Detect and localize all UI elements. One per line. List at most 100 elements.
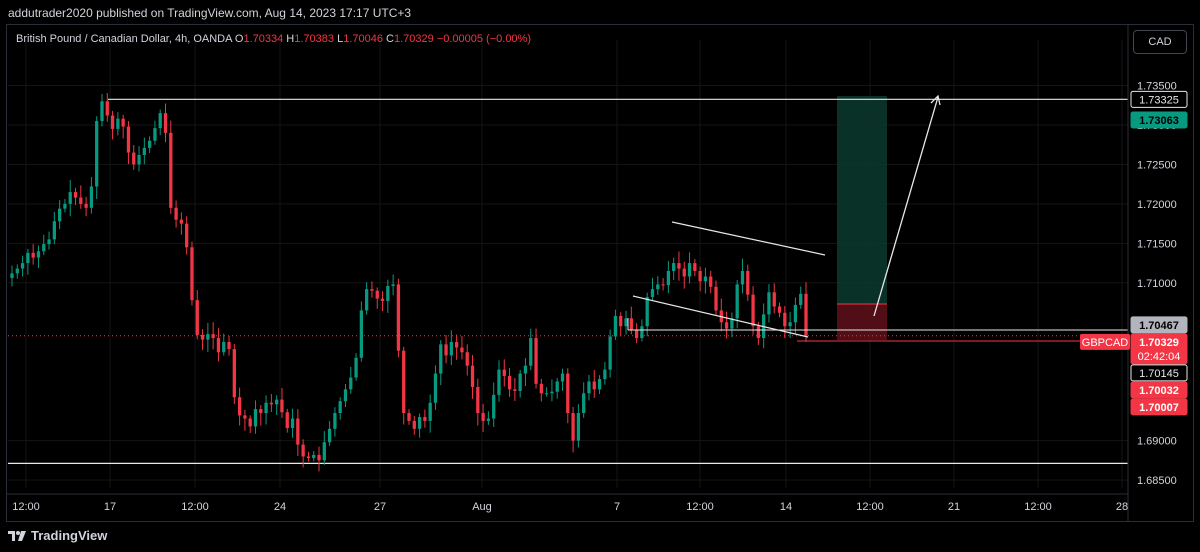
candle-body bbox=[587, 381, 591, 394]
candle-body bbox=[174, 207, 178, 220]
candle-body bbox=[772, 292, 776, 307]
candle-body bbox=[84, 203, 88, 208]
candle-body bbox=[206, 334, 210, 340]
candle-body bbox=[306, 456, 311, 459]
candle-body bbox=[492, 394, 496, 419]
candle-body bbox=[116, 118, 120, 129]
candle-body bbox=[359, 310, 364, 358]
candle-body bbox=[449, 342, 453, 356]
candle-body bbox=[275, 399, 279, 405]
candle-body bbox=[709, 276, 713, 287]
candle-body bbox=[677, 263, 681, 269]
x-tick-label: 21 bbox=[948, 501, 960, 513]
open-label: O bbox=[234, 33, 244, 45]
candle-body bbox=[518, 373, 522, 391]
candle-body bbox=[454, 342, 459, 348]
candle-body bbox=[349, 377, 353, 390]
candle-body bbox=[296, 418, 300, 445]
candle-body bbox=[100, 101, 104, 122]
countdown-label: 02:42:04 bbox=[1138, 351, 1181, 363]
candle-body bbox=[147, 140, 152, 148]
projection-arrow-head bbox=[930, 94, 941, 106]
price-badge-label: 1.70329 bbox=[1139, 337, 1179, 349]
x-tick-label: 27 bbox=[374, 501, 386, 513]
candle-body bbox=[507, 375, 512, 390]
candle-body bbox=[433, 373, 438, 403]
candle-body bbox=[640, 326, 644, 339]
candle-body bbox=[232, 349, 236, 398]
candle-body bbox=[20, 263, 25, 269]
x-tick-label: 7 bbox=[614, 501, 620, 513]
candle-body bbox=[285, 412, 289, 429]
candle-body bbox=[317, 454, 321, 461]
candle-body bbox=[253, 409, 258, 427]
candle-body bbox=[412, 420, 416, 429]
candle-body bbox=[343, 389, 348, 402]
candle-body bbox=[402, 350, 406, 414]
drawings bbox=[627, 94, 1128, 342]
candle-body bbox=[386, 285, 390, 301]
target-zone bbox=[837, 96, 887, 304]
brand-text: TradingView bbox=[31, 528, 108, 543]
y-tick-label: 1.72500 bbox=[1137, 159, 1177, 171]
candle-body bbox=[613, 315, 618, 337]
candle-body bbox=[597, 379, 602, 390]
price-badge-label: 1.70007 bbox=[1139, 402, 1179, 414]
candle-body bbox=[571, 413, 575, 441]
candle-body bbox=[513, 389, 517, 391]
candle-body bbox=[417, 416, 422, 429]
candles bbox=[10, 92, 808, 472]
candle-body bbox=[497, 369, 501, 395]
publisher-line: addutrader2020 published on TradingView.… bbox=[8, 6, 412, 20]
candle-body bbox=[391, 284, 395, 286]
candle-body bbox=[486, 418, 491, 421]
close-value: 1.70329 bbox=[393, 33, 434, 45]
candle-body bbox=[751, 294, 755, 327]
x-tick-label: 12:00 bbox=[181, 501, 209, 513]
price-badge-label: 1.73063 bbox=[1139, 115, 1179, 127]
candle-body bbox=[576, 413, 581, 441]
currency-button[interactable]: CAD bbox=[1133, 30, 1187, 54]
price-badges: 1.73325 1.73063 1.70467 1.70329 02:42:04 GBPC… bbox=[1080, 90, 1188, 416]
candle-body bbox=[783, 312, 787, 327]
candle-body bbox=[327, 428, 332, 443]
time-axis[interactable]: 12:00 17 12:00 24 27 Aug 7 12:00 14 12:00 21 12:00 2… bbox=[6, 493, 1128, 513]
candle-body bbox=[269, 402, 274, 405]
candle-body bbox=[529, 338, 533, 366]
candle-body bbox=[629, 318, 633, 331]
candle-body bbox=[370, 289, 374, 291]
price-badge-label: 1.70032 bbox=[1139, 385, 1179, 397]
candle-body bbox=[470, 365, 475, 387]
candle-body bbox=[227, 342, 231, 350]
x-tick-label: 12:00 bbox=[856, 501, 884, 513]
y-tick-label: 1.71500 bbox=[1137, 238, 1177, 250]
candle-body bbox=[582, 393, 586, 414]
tradingview-logo-icon bbox=[8, 530, 26, 541]
high-label: H bbox=[286, 33, 295, 45]
candle-body bbox=[26, 252, 30, 264]
candle-body bbox=[163, 113, 168, 133]
candle-body bbox=[195, 300, 199, 335]
candle-body bbox=[211, 334, 215, 339]
price-badge-label: 1.70145 bbox=[1139, 368, 1179, 380]
x-tick-label: 24 bbox=[274, 501, 286, 513]
y-tick-label: 1.71000 bbox=[1137, 278, 1177, 290]
candle-body bbox=[10, 273, 14, 279]
candle-body bbox=[63, 203, 67, 209]
y-tick-label: 1.68500 bbox=[1137, 475, 1177, 487]
x-tick-label: 12:00 bbox=[12, 501, 40, 513]
candle-body bbox=[237, 397, 242, 416]
candle-body bbox=[354, 357, 358, 378]
candle-body bbox=[243, 415, 247, 419]
candle-body bbox=[259, 409, 263, 414]
candle-body bbox=[788, 322, 792, 327]
x-tick-label: 14 bbox=[780, 501, 792, 513]
candle-body bbox=[322, 442, 326, 461]
candle-body bbox=[153, 128, 157, 141]
x-tick-label: 28 bbox=[1116, 501, 1128, 513]
price-badge-label: 1.70467 bbox=[1139, 320, 1179, 332]
candle-body bbox=[31, 252, 35, 258]
tradingview-brand[interactable]: TradingView bbox=[8, 528, 107, 543]
price-badge bbox=[1130, 90, 1188, 108]
